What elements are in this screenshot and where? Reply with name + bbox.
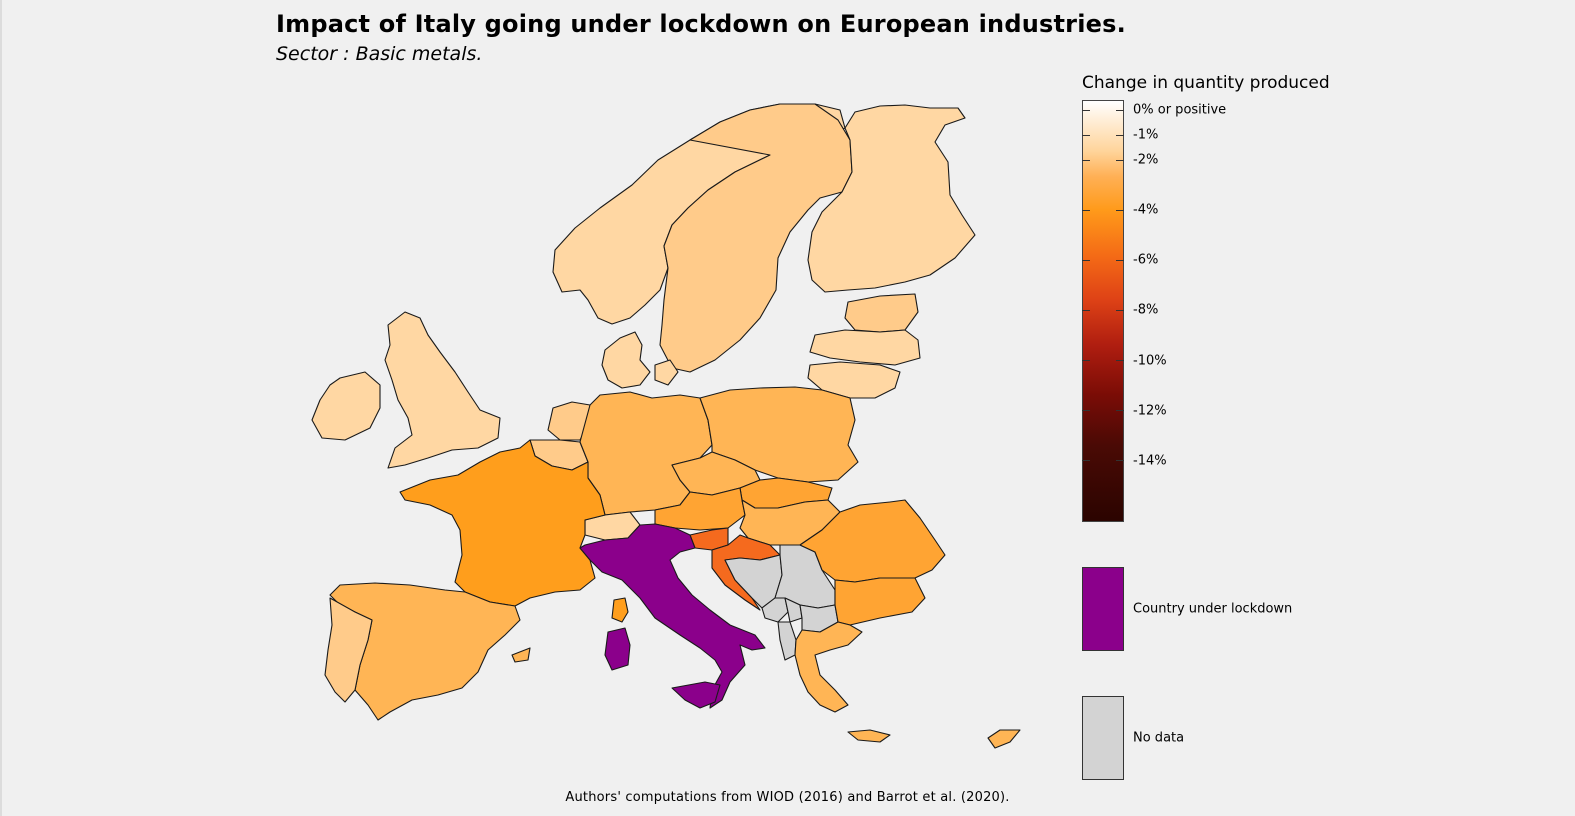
tick-label: -10%: [1133, 353, 1167, 369]
tick-label: -1%: [1133, 127, 1159, 143]
tick-mark: [1116, 160, 1124, 161]
country-balearic: [511, 647, 531, 663]
country-kosovo: [784, 597, 803, 623]
tick-mark: [1082, 460, 1090, 461]
country-lithuania: [807, 361, 901, 399]
legend-title: Change in quantity produced: [1082, 73, 1330, 93]
tick-label: -2%: [1133, 152, 1159, 168]
tick-mark: [1116, 260, 1124, 261]
tick-label: -14%: [1133, 453, 1167, 469]
country-finland: [807, 104, 976, 293]
tick-mark: [1116, 110, 1124, 111]
country-estonia: [844, 293, 919, 333]
tick-mark: [1082, 210, 1090, 211]
tick-mark: [1116, 410, 1124, 411]
tick-label: -12%: [1133, 403, 1167, 419]
tick-mark: [1116, 210, 1124, 211]
country-crete: [847, 729, 891, 743]
tick-mark: [1082, 410, 1090, 411]
country-bulgaria: [834, 577, 926, 626]
country-sweden: [659, 103, 853, 373]
left-border: [0, 0, 2, 816]
tick-label: -6%: [1133, 252, 1159, 268]
country-sardinia: [604, 627, 631, 671]
tick-label: -4%: [1133, 202, 1159, 218]
tick-mark: [1082, 110, 1090, 111]
tick-mark: [1116, 460, 1124, 461]
legend-swatch-no-data: [1082, 696, 1124, 780]
country-uk: [384, 311, 501, 469]
source-footer: Authors' computations from WIOD (2016) a…: [565, 790, 1010, 805]
country-sicily: [671, 681, 721, 709]
country-italy: [579, 523, 766, 709]
tick-mark: [1116, 310, 1124, 311]
country-romania: [799, 499, 946, 583]
tick-mark: [1116, 135, 1124, 136]
country-denmark: [601, 331, 651, 389]
country-poland: [699, 386, 859, 483]
chart-subtitle: Sector : Basic metals.: [276, 43, 483, 65]
country-latvia: [809, 329, 921, 366]
tick-mark: [1082, 360, 1090, 361]
tick-label: 0% or positive: [1133, 102, 1227, 118]
chart-title: Impact of Italy going under lockdown on …: [276, 10, 1126, 38]
legend-colorbar: [1082, 100, 1124, 522]
country-portugal: [324, 597, 373, 703]
tick-mark: [1082, 135, 1090, 136]
country-albania: [777, 621, 797, 661]
tick-mark: [1082, 260, 1090, 261]
europe-map: [311, 103, 1021, 749]
legend-label-lockdown: Country under lockdown: [1133, 601, 1293, 617]
tick-mark: [1082, 160, 1090, 161]
country-denmark-islands: [654, 359, 679, 386]
country-ireland: [311, 371, 381, 441]
legend-swatch-lockdown: [1082, 567, 1124, 651]
tick-mark: [1116, 360, 1124, 361]
country-greece: [794, 621, 863, 713]
country-france: [399, 439, 606, 607]
country-corsica: [611, 597, 629, 623]
country-cyprus: [987, 729, 1021, 749]
tick-label: -8%: [1133, 302, 1159, 318]
tick-mark: [1082, 310, 1090, 311]
legend-label-no-data: No data: [1133, 730, 1185, 746]
